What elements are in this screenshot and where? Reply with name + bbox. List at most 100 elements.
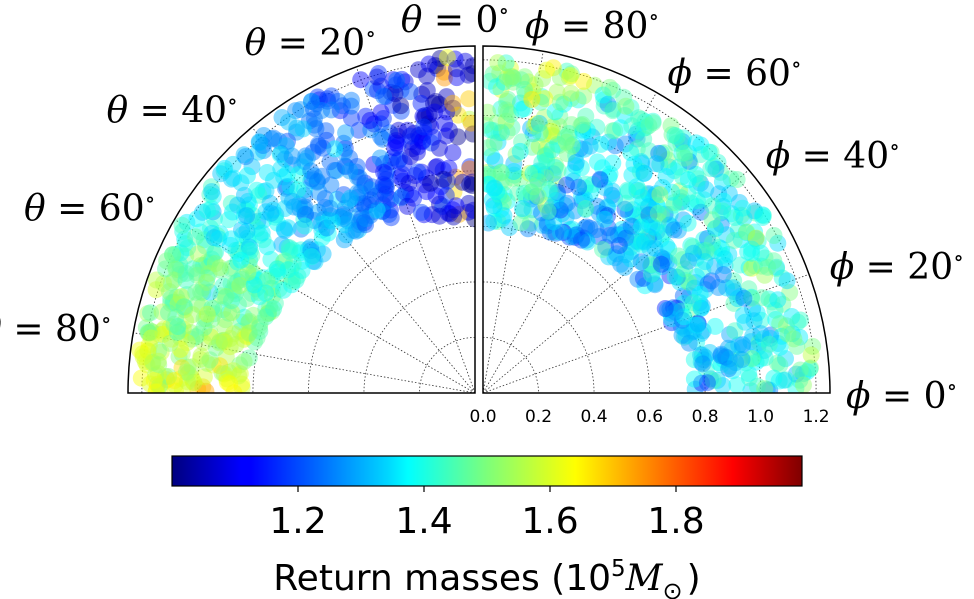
scatter-point-theta — [257, 308, 275, 326]
scatter-point-theta — [350, 216, 368, 234]
scatter-point-phi — [705, 242, 723, 259]
scatter-point-phi — [795, 376, 812, 393]
scatter-point-theta — [179, 364, 197, 382]
scatter-point-theta — [331, 208, 349, 226]
scatter-point-theta — [304, 100, 322, 118]
scatter-point-phi — [488, 183, 506, 201]
scatter-point-phi — [697, 361, 715, 378]
scatter-point-phi — [746, 204, 764, 222]
scatter-point-theta — [284, 156, 301, 174]
scatter-point-theta — [227, 241, 245, 259]
scatter-point-theta — [294, 120, 312, 138]
scatter-point-phi — [660, 158, 678, 176]
scatter-point-theta — [281, 177, 299, 195]
scatter-point-theta — [438, 88, 455, 106]
scatter-point-theta — [262, 204, 280, 222]
scatter-point-theta — [134, 348, 152, 366]
scatter-point-theta — [393, 165, 411, 183]
scatter-point-phi — [648, 223, 666, 241]
scatter-point-theta — [414, 132, 432, 150]
radial-tick-label-2: 0.4 — [580, 407, 607, 427]
scatter-point-theta — [185, 373, 202, 391]
scatter-point-theta — [235, 353, 253, 370]
scatter-point-theta — [137, 319, 155, 337]
scatter-point-phi — [522, 183, 540, 201]
scatter-point-phi — [745, 349, 763, 367]
scatter-point-theta — [150, 356, 168, 374]
scatter-point-phi — [663, 314, 681, 332]
scatter-point-theta — [465, 201, 475, 219]
scatter-point-theta — [265, 129, 282, 147]
scatter-point-phi — [504, 69, 522, 87]
scatter-point-theta — [459, 203, 475, 221]
scatter-point-theta — [250, 133, 268, 151]
scatter-point-theta — [269, 260, 286, 278]
scatter-point-theta — [371, 149, 389, 167]
scatter-point-theta — [418, 169, 435, 187]
scatter-point-theta — [261, 194, 279, 212]
scatter-point-theta — [326, 140, 344, 158]
scatter-point-phi — [494, 193, 512, 211]
scatter-point-phi — [743, 240, 761, 258]
scatter-point-phi — [519, 220, 537, 238]
scatter-point-theta — [276, 150, 294, 168]
scatter-point-theta — [413, 203, 430, 221]
scatter-point-phi — [483, 214, 497, 232]
scatter-point-theta — [334, 97, 351, 115]
scatter-point-phi — [686, 380, 704, 393]
scatter-point-phi — [726, 209, 744, 226]
scatter-point-theta — [462, 114, 475, 132]
scatter-point-theta — [302, 172, 320, 189]
scatter-point-theta — [247, 280, 265, 298]
scatter-point-phi — [752, 244, 770, 262]
scatter-point-theta — [336, 140, 354, 157]
scatter-point-phi — [503, 119, 521, 136]
scatter-point-theta — [173, 345, 191, 363]
scatter-point-theta — [230, 241, 248, 259]
scatter-point-theta — [233, 270, 251, 288]
scatter-point-theta — [420, 55, 438, 73]
scatter-point-theta — [279, 261, 297, 279]
grid-circle-theta-4 — [197, 115, 476, 394]
scatter-point-theta — [423, 206, 441, 224]
scatter-point-theta — [322, 176, 340, 194]
scatter-point-theta — [178, 373, 196, 391]
scatter-point-phi — [606, 249, 624, 267]
scatter-point-theta — [235, 186, 253, 204]
scatter-point-phi — [661, 206, 679, 223]
scatter-point-theta — [255, 211, 273, 229]
scatter-point-theta — [243, 158, 261, 176]
scatter-point-theta — [338, 226, 355, 244]
scatter-point-phi — [623, 166, 641, 184]
scatter-point-theta — [172, 244, 190, 262]
scatter-point-theta — [240, 314, 258, 332]
scatter-point-phi — [688, 333, 706, 351]
scatter-point-phi — [498, 68, 516, 86]
scatter-point-theta — [306, 116, 323, 134]
scatter-point-phi — [673, 326, 691, 344]
scatter-point-theta — [347, 222, 365, 240]
scatter-point-phi — [794, 365, 812, 383]
scatter-point-phi — [756, 249, 774, 267]
scatter-point-theta — [164, 246, 181, 264]
scatter-point-theta — [185, 374, 203, 391]
scatter-point-phi — [501, 70, 519, 88]
scatter-point-phi — [706, 219, 724, 237]
scatter-point-theta — [238, 207, 256, 225]
scatter-point-phi — [525, 178, 543, 196]
scatter-point-theta — [229, 245, 247, 262]
scatter-point-theta — [132, 369, 150, 387]
scatter-point-theta — [179, 358, 197, 376]
scatter-point-phi — [551, 223, 569, 241]
scatter-point-phi — [725, 232, 743, 249]
scatter-point-theta — [341, 149, 359, 167]
scatter-point-phi — [666, 268, 684, 286]
scatter-point-phi — [483, 121, 499, 139]
scatter-point-theta — [250, 288, 268, 306]
scatter-point-theta — [426, 57, 444, 75]
scatter-point-phi — [545, 223, 563, 241]
scatter-point-phi — [657, 168, 675, 186]
scatter-point-phi — [646, 239, 664, 257]
scatter-point-phi — [550, 117, 568, 135]
scatter-point-theta — [276, 222, 294, 239]
